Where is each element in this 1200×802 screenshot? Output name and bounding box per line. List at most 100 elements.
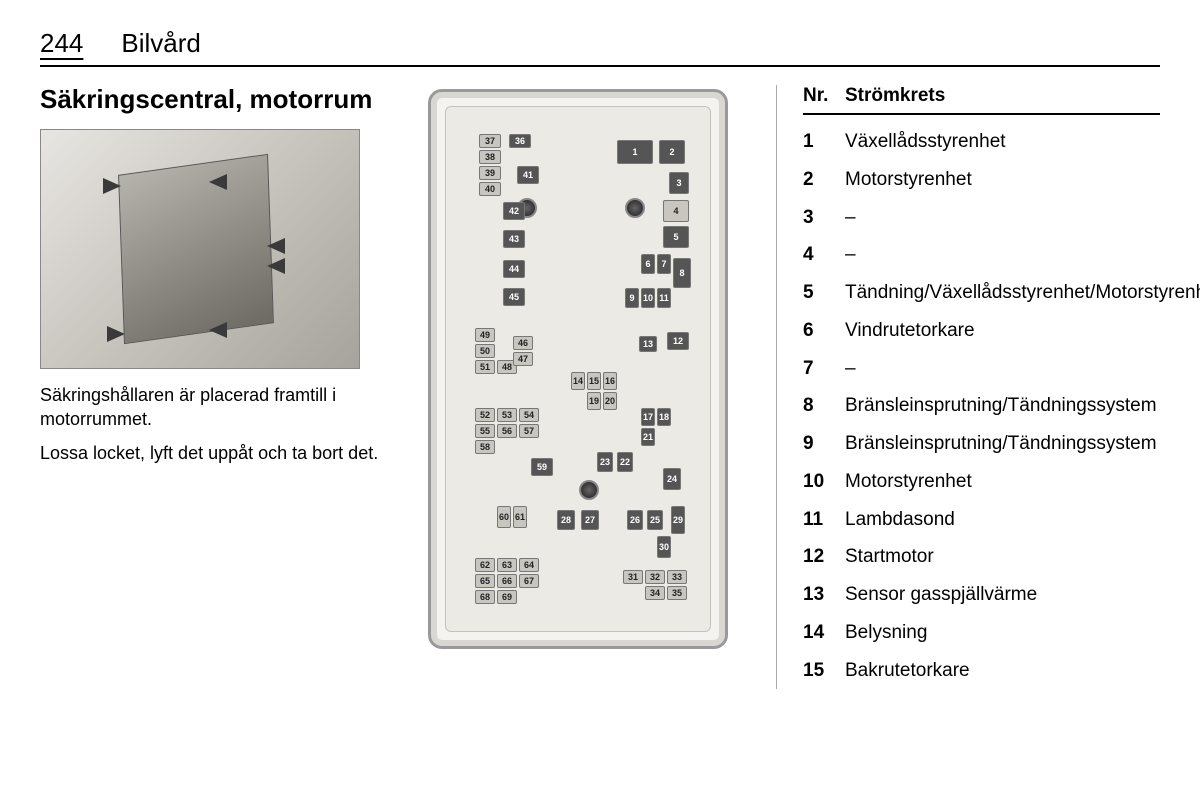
fuse-slot: 67 (519, 574, 539, 588)
arrow-icon (209, 174, 227, 190)
fuse-slot: 36 (509, 134, 531, 148)
fuse-slot: 28 (557, 510, 575, 530)
fuse-slot: 62 (475, 558, 495, 572)
fuse-slot: 69 (497, 590, 517, 604)
fuse-slot: 13 (639, 336, 657, 352)
fuse-slot: 4 (663, 200, 689, 222)
table-cell-nr: 8 (803, 394, 845, 418)
table-cell-nr: 14 (803, 621, 845, 645)
table-row: 3– (803, 199, 1160, 237)
fuse-slot: 9 (625, 288, 639, 308)
fuse-slot: 63 (497, 558, 517, 572)
fuse-slot: 68 (475, 590, 495, 604)
column-right: Nr. Strömkrets 1Växellådsstyrenhet2Motor… (776, 85, 1160, 689)
screw-hole (579, 480, 599, 500)
table-cell-nr: 12 (803, 545, 845, 569)
fuse-slot: 10 (641, 288, 655, 308)
fuse-slot: 37 (479, 134, 501, 148)
fuse-slot: 32 (645, 570, 665, 584)
table-header-circuit: Strömkrets (845, 85, 1160, 107)
table-row: 2Motorstyrenhet (803, 161, 1160, 199)
fuse-slot: 45 (503, 288, 525, 306)
page-number: 244 (40, 28, 83, 59)
table-cell-nr: 2 (803, 168, 845, 192)
table-cell-nr: 11 (803, 508, 845, 532)
fuse-slot: 66 (497, 574, 517, 588)
fuse-slot: 55 (475, 424, 495, 438)
column-left: Säkringscentral, motorrum Säkringshållar… (40, 85, 380, 689)
arrow-icon (107, 326, 125, 342)
fuse-table: Nr. Strömkrets 1Växellådsstyrenhet2Motor… (803, 85, 1160, 689)
body-paragraph: Säkringshållaren är placerad framtill i … (40, 383, 380, 432)
fuse-slot: 21 (641, 428, 655, 446)
fuse-slot: 47 (513, 352, 533, 366)
fuse-slot: 18 (657, 408, 671, 426)
fuse-slot: 54 (519, 408, 539, 422)
fusebox-diagram: 3736381239413404245436744845910114950461… (428, 89, 728, 649)
fuse-slot: 59 (531, 458, 553, 476)
fuse-slot: 26 (627, 510, 643, 530)
fuse-slot: 16 (603, 372, 617, 390)
table-cell-nr: 13 (803, 583, 845, 607)
fuse-slot: 44 (503, 260, 525, 278)
table-cell-desc: – (845, 357, 1160, 381)
fuse-slot: 17 (641, 408, 655, 426)
fuse-slot: 29 (671, 506, 685, 534)
fuse-slot: 1 (617, 140, 653, 164)
table-cell-nr: 10 (803, 470, 845, 494)
fuse-slot: 25 (647, 510, 663, 530)
fuse-slot: 11 (657, 288, 671, 308)
fuse-slot: 46 (513, 336, 533, 350)
table-cell-desc: Bränsleinsprutning/Tändningssystem (845, 432, 1160, 456)
fuse-slot: 14 (571, 372, 585, 390)
fuse-slot: 56 (497, 424, 517, 438)
table-cell-desc: Bakrutetorkare (845, 659, 1160, 683)
fuse-slot: 30 (657, 536, 671, 558)
fuse-slot: 31 (623, 570, 643, 584)
table-cell-nr: 4 (803, 243, 845, 267)
arrow-icon (267, 258, 285, 274)
table-cell-nr: 6 (803, 319, 845, 343)
table-cell-desc: Sensor gasspjällvärme (845, 583, 1160, 607)
table-cell-nr: 1 (803, 130, 845, 154)
fuse-slot: 52 (475, 408, 495, 422)
fuse-slot: 27 (581, 510, 599, 530)
fuse-slot: 38 (479, 150, 501, 164)
fuse-slot: 58 (475, 440, 495, 454)
table-cell-nr: 5 (803, 281, 845, 305)
table-row: 9Bränsleinsprutning/Tändningssystem (803, 425, 1160, 463)
arrow-icon (103, 178, 121, 194)
fuse-slot: 3 (669, 172, 689, 194)
table-cell-nr: 15 (803, 659, 845, 683)
table-cell-desc: Belysning (845, 621, 1160, 645)
fuse-slot: 34 (645, 586, 665, 600)
table-cell-nr: 3 (803, 206, 845, 230)
fuse-slot: 49 (475, 328, 495, 342)
table-row: 5Tändning/Växellådsstyrenhet/Motorstyren… (803, 274, 1160, 312)
table-row: 11Lambdasond (803, 501, 1160, 539)
table-cell-nr: 9 (803, 432, 845, 456)
fuse-slot: 2 (659, 140, 685, 164)
fuse-slot: 20 (603, 392, 617, 410)
table-row: 13Sensor gasspjällvärme (803, 576, 1160, 614)
fuse-slot: 6 (641, 254, 655, 274)
table-cell-desc: Startmotor (845, 545, 1160, 569)
table-row: 1Växellådsstyrenhet (803, 123, 1160, 161)
fuse-slot: 42 (503, 202, 525, 220)
table-cell-desc: – (845, 206, 1160, 230)
table-header: Nr. Strömkrets (803, 85, 1160, 115)
fuse-slot: 24 (663, 468, 681, 490)
fuse-slot: 12 (667, 332, 689, 350)
fuse-slot: 33 (667, 570, 687, 584)
fuse-slot: 22 (617, 452, 633, 472)
table-row: 10Motorstyrenhet (803, 463, 1160, 501)
table-cell-desc: Vindrutetorkare (845, 319, 1160, 343)
fuse-slot: 57 (519, 424, 539, 438)
table-cell-desc: Motorstyrenhet (845, 470, 1160, 494)
table-row: 14Belysning (803, 614, 1160, 652)
chapter-title: Bilvård (121, 28, 200, 59)
arrow-icon (267, 238, 285, 254)
fuse-slot: 39 (479, 166, 501, 180)
table-row: 8Bränsleinsprutning/Tändningssystem (803, 387, 1160, 425)
table-row: 4– (803, 236, 1160, 274)
